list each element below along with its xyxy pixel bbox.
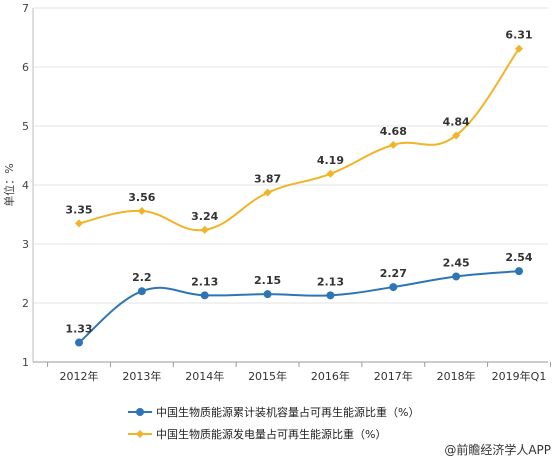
data-label: 4.68 [380,125,407,138]
data-label: 2.13 [317,275,344,288]
legend-item-installed-capacity[interactable]: 中国生物质能源累计装机容量占可再生能源比重（%） [128,401,419,423]
y-axis: 1 2 3 4 5 6 7 [22,2,34,369]
x-tick-label: 2013年 [122,369,161,383]
y-tick-label: 2 [22,297,29,310]
data-label: 3.35 [65,203,92,216]
legend-swatch-circle [128,408,152,416]
data-label: 2.45 [443,256,470,269]
y-tick-label: 5 [22,120,29,133]
x-tick-label: 2019年Q1 [492,369,547,383]
data-label: 4.19 [317,154,344,167]
y-tick-label: 4 [22,179,29,192]
data-point [389,283,398,292]
series-installed-capacity: 1.33 2.2 2.13 2.15 2.13 2.27 2.45 2.54 [65,251,533,347]
y-tick-label: 1 [22,356,29,369]
x-tick-label: 2017年 [374,369,413,383]
data-label: 3.87 [254,173,281,186]
data-label: 2.27 [380,267,407,280]
data-point [452,131,461,140]
data-label: 2.54 [505,251,532,264]
data-label: 2.15 [254,274,281,287]
series-generation: 3.35 3.56 3.24 3.87 4.19 4.68 4.84 6.31 [65,29,533,234]
data-point [263,290,272,299]
legend-label: 中国生物质能源累计装机容量占可再生能源比重（%） [156,406,420,419]
data-label: 3.56 [128,191,155,204]
data-label: 3.24 [191,210,218,223]
x-tick-label: 2016年 [311,369,350,383]
data-point [75,219,83,228]
data-label: 4.84 [443,115,470,128]
x-tick-label: 2018年 [437,369,476,383]
data-point [200,291,209,300]
data-point [515,267,523,276]
grid-lines [33,7,548,304]
data-point [137,287,146,296]
data-label: 2.2 [132,271,152,284]
data-point [75,338,83,347]
y-axis-label: 单位：% [2,163,16,206]
data-point [263,188,272,197]
data-label: 1.33 [65,323,92,336]
data-point [137,206,146,215]
legend-swatch-diamond [128,430,152,438]
y-tick-label: 6 [22,61,29,74]
legend-label: 中国生物质能源发电量占可再生能源比重（%） [156,428,387,441]
x-tick-label: 2012年 [60,369,99,383]
data-point [326,169,335,178]
legend: 中国生物质能源累计装机容量占可再生能源比重（%） 中国生物质能源发电量占可再生能… [128,401,419,445]
data-point [389,140,398,149]
x-tick-label: 2015年 [248,369,287,383]
x-axis: 2012年 2013年 2014年 2015年 2016年 2017年 2018年 2019年… [33,361,551,383]
data-point [326,291,335,300]
data-point [515,44,523,53]
data-point [200,225,209,234]
data-label: 2.13 [191,275,218,288]
y-tick-label: 3 [22,238,29,251]
y-tick-label: 7 [22,2,29,15]
data-point [452,272,461,281]
data-label: 6.31 [505,29,532,42]
x-tick-label: 2014年 [185,369,224,383]
legend-item-generation[interactable]: 中国生物质能源发电量占可再生能源比重（%） [128,423,419,445]
watermark-text: @前瞻经济学人APP [444,443,551,457]
series-layer: 1.332.2 2.13 2.15 2.132.272.45 2.543.353.563… [65,29,533,347]
